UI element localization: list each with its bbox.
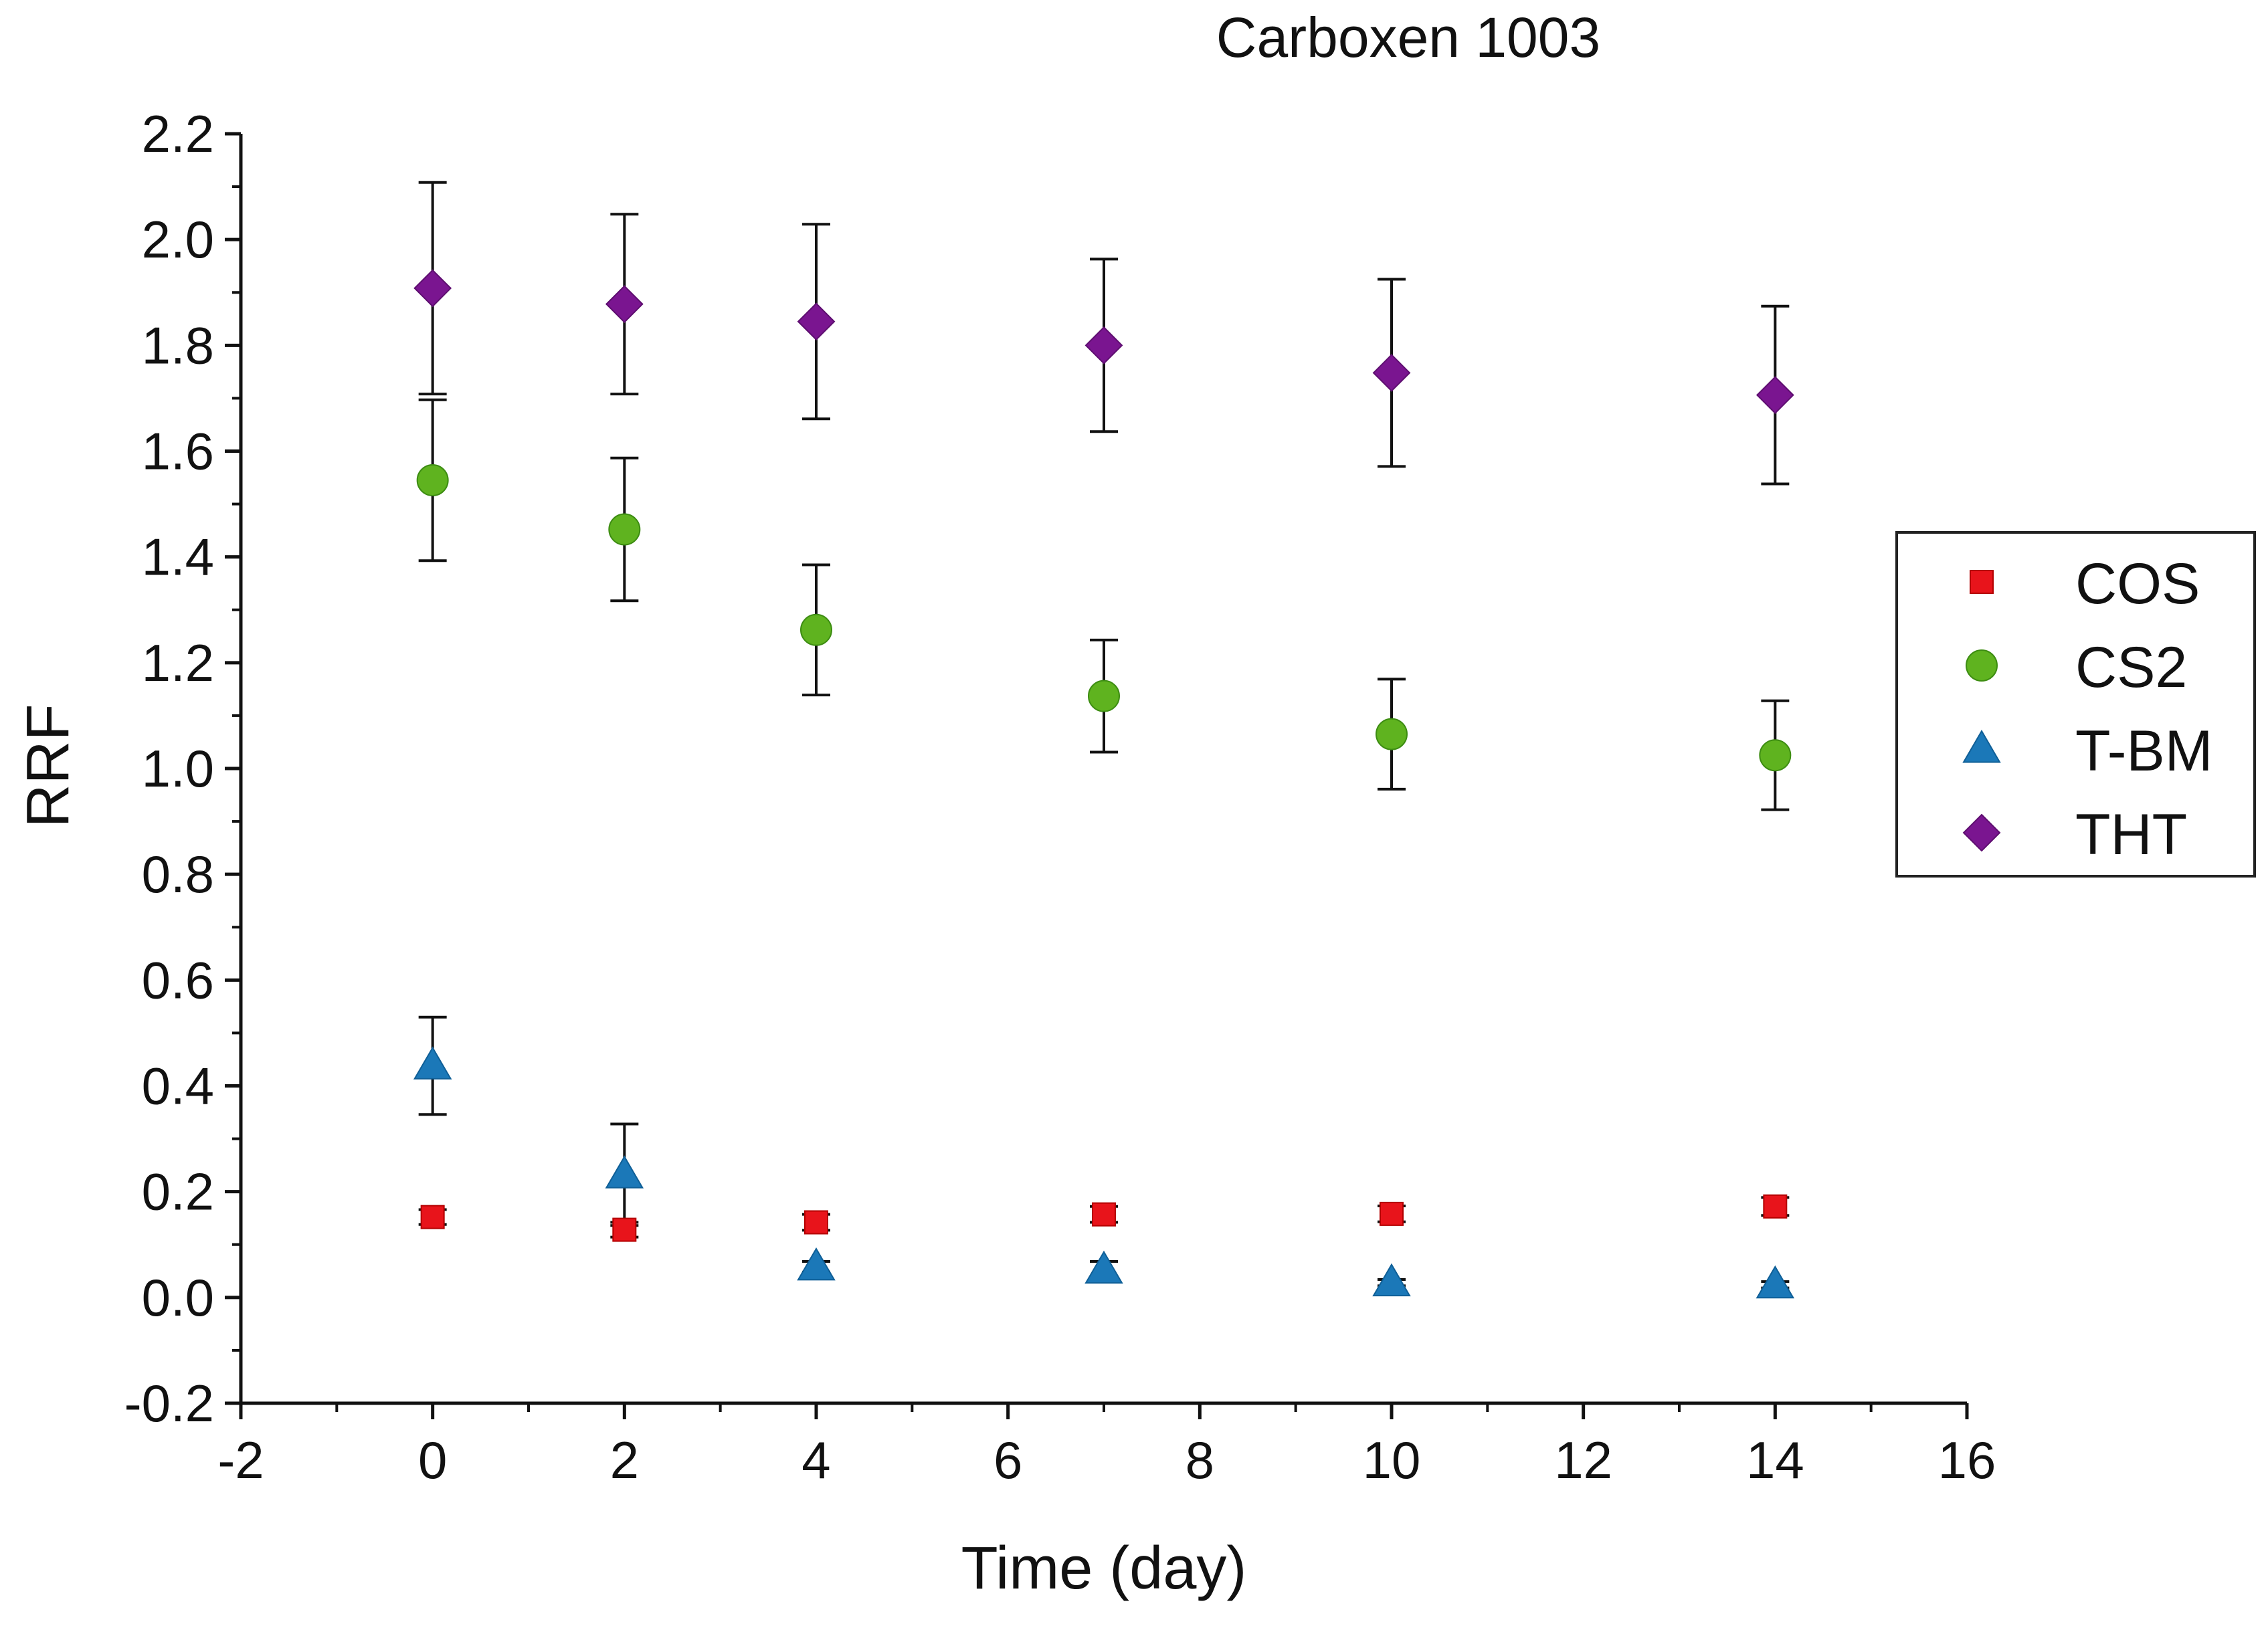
data-point-cs2 [800, 613, 832, 646]
data-point-tht [413, 269, 452, 308]
x-tick-label: 0 [418, 1431, 447, 1490]
legend-label-tht: THT [2075, 803, 2187, 867]
legend: COS CS2 T-BM THT [1895, 531, 2256, 878]
data-markers [413, 269, 1795, 1299]
x-tick-label: 6 [994, 1431, 1022, 1490]
y-axis-title: RRF [15, 704, 82, 828]
data-point-t-bm [1084, 1250, 1123, 1284]
data-point-tht [1372, 354, 1411, 392]
data-point-cs2 [1759, 739, 1792, 772]
x-tick-label: 2 [610, 1431, 639, 1490]
y-tick-label: 0.4 [142, 1057, 214, 1116]
x-tick-label: 14 [1746, 1431, 1804, 1490]
y-tick-label: 0.2 [142, 1162, 214, 1221]
y-tick-label: 1.6 [142, 422, 214, 481]
y-tick-label: 1.4 [142, 528, 214, 587]
data-point-t-bm [605, 1155, 644, 1189]
data-point-t-bm [1372, 1263, 1411, 1297]
legend-items: COS CS2 T-BM THT [1962, 552, 2212, 867]
legend-label-cos: COS [2075, 552, 2200, 616]
data-point-cs2 [1376, 718, 1408, 750]
x-tick-label: 12 [1554, 1431, 1612, 1490]
axes: -0.2 0.0 0.2 0.4 0.6 0.8 1.0 1.2 1.4 1.6 1.8 2.0 2.2… [124, 104, 1996, 1490]
data-point-cos [612, 1217, 637, 1242]
y-tick-label: 0.8 [142, 845, 214, 904]
data-point-cos [1092, 1202, 1116, 1227]
y-tick-label: 0.0 [142, 1268, 214, 1327]
x-tick-label: 4 [801, 1431, 830, 1490]
y-tick-label: 1.0 [142, 739, 214, 798]
legend-label-t-bm: T-BM [2075, 719, 2212, 783]
data-point-cs2 [608, 513, 641, 546]
data-point-tht [797, 302, 836, 341]
data-point-cos [1763, 1194, 1788, 1219]
data-point-t-bm [797, 1247, 836, 1281]
y-tick-label: 2.0 [142, 210, 214, 269]
legend-marker-cs2 [1966, 649, 1998, 682]
y-tick-label: 0.6 [142, 950, 214, 1009]
x-tick-label: -2 [217, 1431, 264, 1490]
y-tick-label: 1.8 [142, 316, 214, 375]
data-point-cos [1380, 1201, 1404, 1226]
legend-marker-cos [1970, 570, 1994, 594]
legend-label-cs2: CS2 [2075, 635, 2187, 700]
data-point-cs2 [1088, 680, 1120, 712]
data-point-tht [605, 285, 644, 324]
y-tick-label: 2.2 [142, 104, 214, 163]
data-point-t-bm [1756, 1265, 1795, 1299]
x-tick-label: 8 [1186, 1431, 1214, 1490]
x-axis-title: Time (day) [961, 1535, 1247, 1602]
data-point-tht [1084, 326, 1123, 365]
legend-marker-tht [1962, 813, 2001, 852]
legend-box [1895, 531, 2256, 878]
legend-marker-t-bm [1962, 730, 2001, 763]
x-tick-label: 16 [1938, 1431, 1996, 1490]
data-point-cs2 [416, 464, 449, 496]
data-point-cos [420, 1205, 445, 1229]
chart-title: Carboxen 1003 [1216, 6, 1600, 69]
data-point-t-bm [413, 1046, 452, 1080]
data-point-tht [1756, 376, 1794, 415]
data-point-cos [804, 1210, 828, 1235]
x-tick-label: 10 [1363, 1431, 1421, 1490]
y-tick-label: -0.2 [124, 1374, 214, 1433]
y-tick-label: 1.2 [142, 633, 214, 692]
